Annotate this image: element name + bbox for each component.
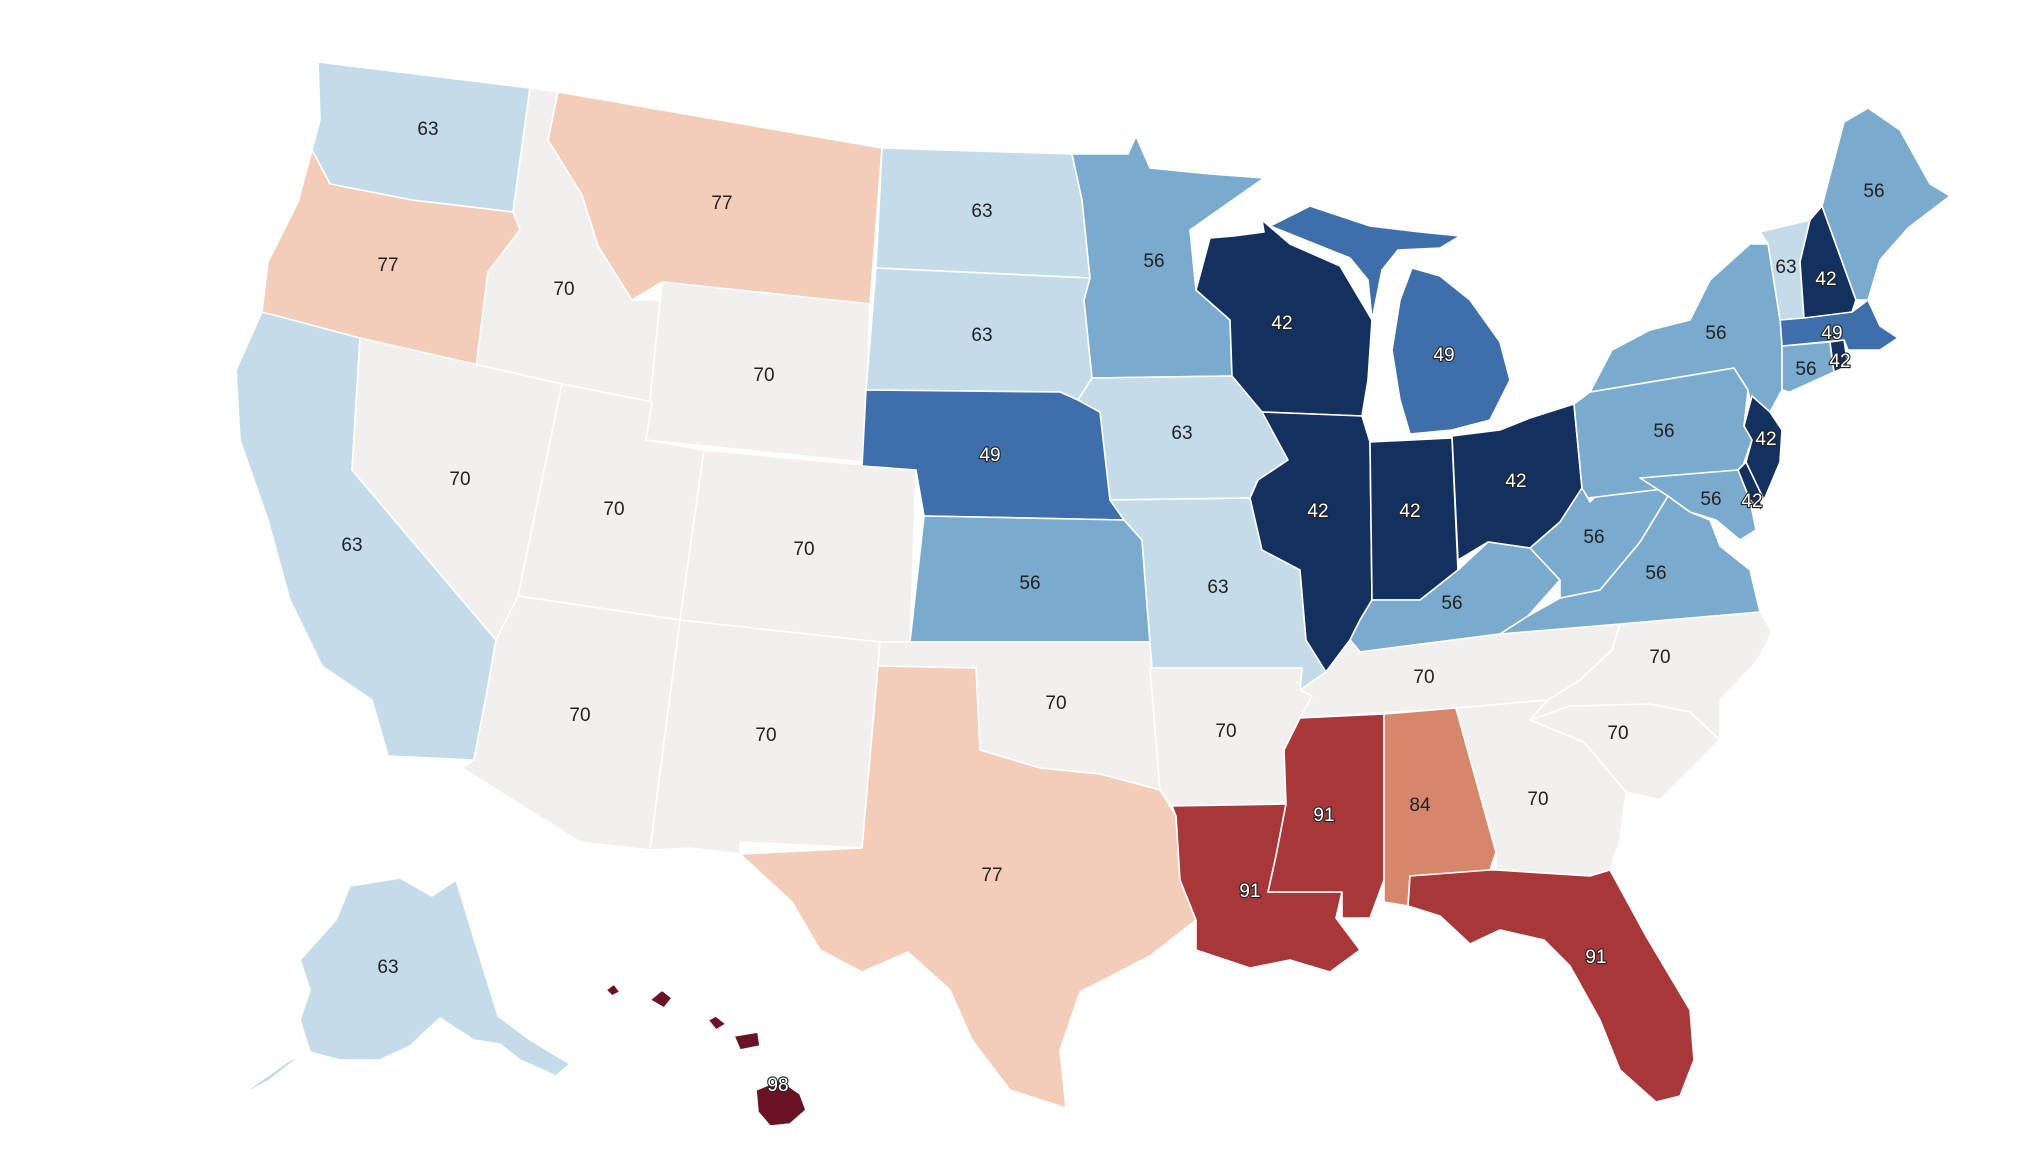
state-value-label-la: 91 <box>1239 881 1260 902</box>
state-value-label-az: 70 <box>569 705 590 726</box>
state-value-label-ga: 70 <box>1527 789 1548 810</box>
state-value-label-va: 56 <box>1645 563 1666 584</box>
state-value-label-ct: 56 <box>1795 359 1816 380</box>
state-value-label-or: 77 <box>377 255 398 276</box>
state-ak[interactable] <box>239 877 571 1097</box>
state-mt[interactable] <box>547 91 883 305</box>
state-mi[interactable] <box>1269 205 1511 435</box>
state-me[interactable] <box>1821 107 1951 301</box>
state-value-label-ri: 42 <box>1829 351 1850 372</box>
state-value-label-ms: 91 <box>1313 805 1334 826</box>
state-value-label-nm: 70 <box>755 725 776 746</box>
state-value-label-wy: 70 <box>753 365 774 386</box>
state-value-label-pa: 56 <box>1653 421 1674 442</box>
state-value-label-vt: 63 <box>1775 257 1796 278</box>
state-ma[interactable] <box>1779 299 1899 351</box>
state-value-label-mn: 56 <box>1143 251 1164 272</box>
state-value-label-id: 70 <box>553 279 574 300</box>
state-value-label-ia: 63 <box>1171 423 1192 444</box>
state-value-label-fl: 91 <box>1585 947 1606 968</box>
state-value-label-nh: 42 <box>1815 269 1836 290</box>
state-ky[interactable] <box>1349 541 1561 653</box>
state-tx[interactable] <box>739 665 1197 1109</box>
state-value-label-sd: 63 <box>971 325 992 346</box>
state-nj[interactable] <box>1743 395 1783 501</box>
state-value-label-mi: 49 <box>1433 345 1454 366</box>
state-fl[interactable] <box>1407 869 1695 1103</box>
state-value-label-ca: 63 <box>341 535 362 556</box>
state-value-label-nv: 70 <box>449 469 470 490</box>
state-hi[interactable] <box>605 983 807 1127</box>
state-value-label-wa: 63 <box>417 119 438 140</box>
state-value-label-nd: 63 <box>971 201 992 222</box>
state-value-label-ky: 56 <box>1441 593 1462 614</box>
state-value-label-wi: 42 <box>1271 313 1292 334</box>
state-value-label-in: 42 <box>1399 501 1420 522</box>
state-wi[interactable] <box>1195 219 1373 417</box>
state-value-label-md: 56 <box>1700 489 1721 510</box>
state-value-label-ma: 49 <box>1821 323 1842 344</box>
state-value-label-oh: 42 <box>1505 471 1526 492</box>
state-value-label-hi: 98 <box>767 1075 788 1096</box>
state-value-label-sc: 70 <box>1607 723 1628 744</box>
state-value-label-nc: 70 <box>1649 647 1670 668</box>
state-value-label-al: 84 <box>1409 795 1431 816</box>
state-value-label-il: 42 <box>1307 501 1328 522</box>
state-value-label-mo: 63 <box>1207 577 1228 598</box>
state-value-label-ne: 49 <box>979 445 1000 466</box>
state-value-label-mt: 77 <box>711 193 732 214</box>
state-value-label-nj: 42 <box>1755 429 1776 450</box>
state-value-label-ak: 63 <box>377 957 398 978</box>
state-value-label-de: 42 <box>1741 491 1762 512</box>
state-nc[interactable] <box>1529 611 1773 741</box>
state-value-label-ok: 70 <box>1045 693 1066 714</box>
state-value-label-ks: 56 <box>1019 573 1040 594</box>
state-value-label-ut: 70 <box>603 499 624 520</box>
state-value-label-me: 56 <box>1863 181 1884 202</box>
state-value-label-co: 70 <box>793 539 814 560</box>
state-value-label-ar: 70 <box>1215 721 1236 742</box>
state-value-label-ny: 56 <box>1705 323 1726 344</box>
state-value-label-tx: 77 <box>981 865 1002 886</box>
state-de[interactable] <box>1737 461 1763 513</box>
state-value-label-tn: 70 <box>1413 667 1434 688</box>
state-value-label-wv: 56 <box>1583 527 1604 548</box>
